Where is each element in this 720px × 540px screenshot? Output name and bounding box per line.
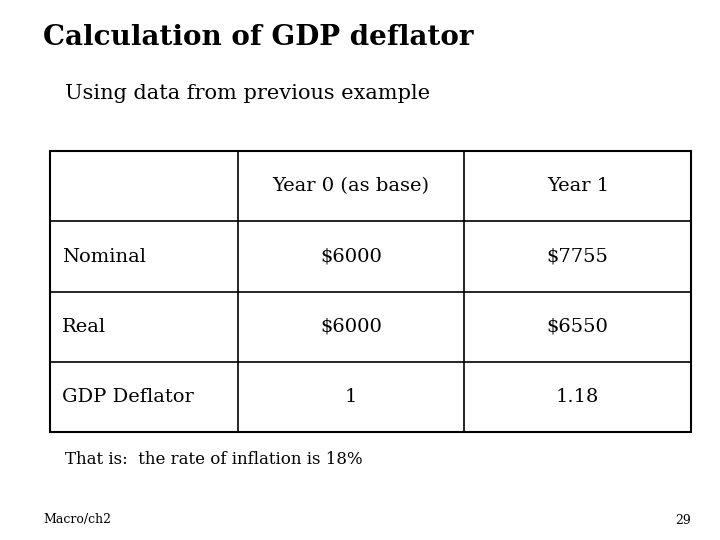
Text: GDP Deflator: GDP Deflator — [62, 388, 194, 406]
Text: Year 0 (as base): Year 0 (as base) — [272, 177, 430, 195]
Text: $7755: $7755 — [547, 247, 608, 266]
Text: $6000: $6000 — [320, 318, 382, 336]
Text: Real: Real — [62, 318, 106, 336]
Text: 1.18: 1.18 — [556, 388, 600, 406]
Text: Using data from previous example: Using data from previous example — [65, 84, 430, 103]
Text: Nominal: Nominal — [62, 247, 146, 266]
Text: Year 1: Year 1 — [546, 177, 609, 195]
Text: That is:  the rate of inflation is 18%: That is: the rate of inflation is 18% — [65, 451, 362, 468]
Bar — [50, 151, 691, 432]
Text: $6550: $6550 — [547, 318, 608, 336]
Text: 1: 1 — [345, 388, 357, 406]
Text: Calculation of GDP deflator: Calculation of GDP deflator — [43, 24, 474, 51]
Text: 29: 29 — [675, 514, 691, 526]
Text: $6000: $6000 — [320, 247, 382, 266]
Text: Macro/ch2: Macro/ch2 — [43, 514, 111, 526]
